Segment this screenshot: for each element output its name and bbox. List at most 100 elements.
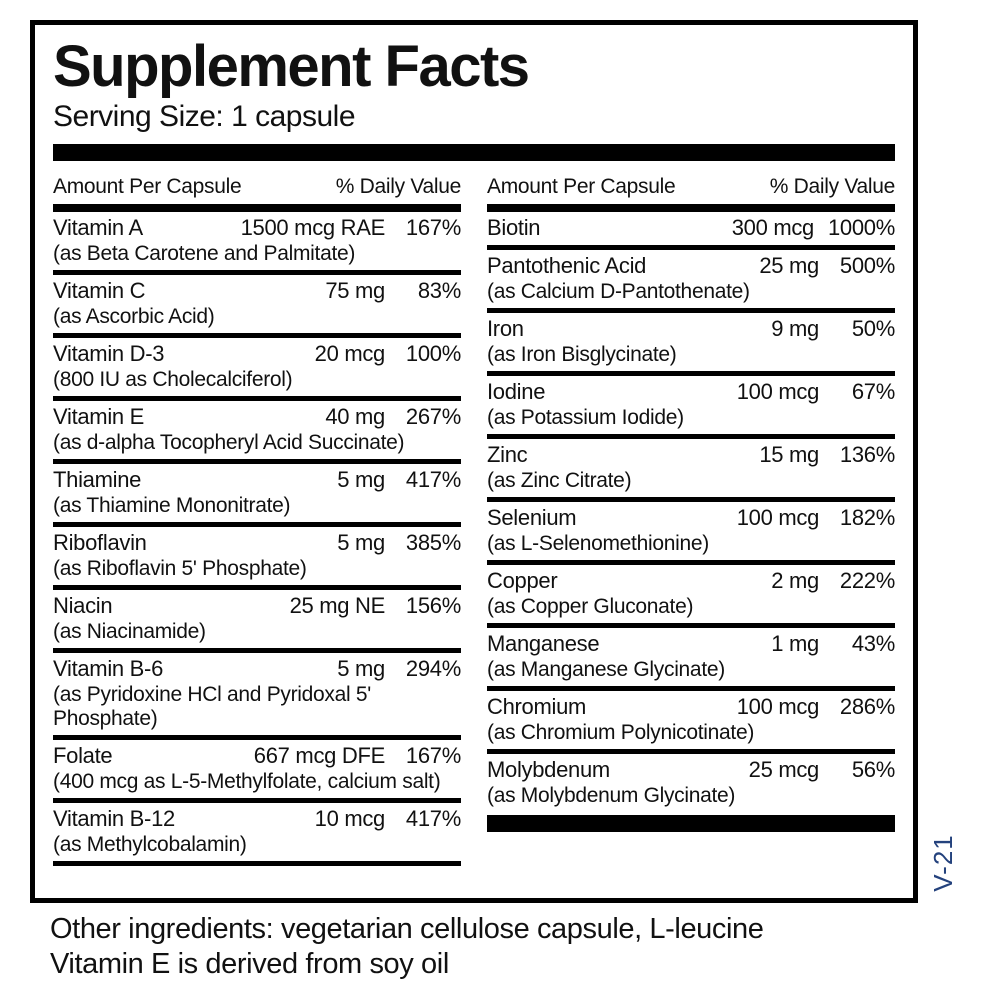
nutrient-amount: 25 mg [759,253,819,278]
nutrient-name: Folate [53,743,113,768]
other-ingredients-line: Other ingredients: vegetarian cellulose … [50,913,764,945]
nutrient-daily-value: 222% [839,568,895,593]
nutrient-row-main: Iron 9 mg 50% [487,316,895,342]
nutrient-source: (as Iron Bisglycinate) [487,343,677,366]
nutrient-row-main: Pantothenic Acid 25 mg 500% [487,253,895,279]
supplement-facts-panel: Supplement Facts Serving Size: 1 capsule… [30,20,918,903]
nutrient-row: Copper 2 mg 222% (as Copper Gluconate) [487,565,895,628]
nutrient-row: Iron 9 mg 50% (as Iron Bisglycinate) [487,313,895,376]
nutrient-row: Folate 667 mcg DFE 167% (400 mcg as L-5-… [53,740,461,803]
nutrient-row-main: Vitamin A 1500 mcg RAE 167% [53,215,461,241]
nutrient-source: (800 IU as Cholecalciferol) [53,368,293,391]
column-header-daily-value: % Daily Value [335,175,462,198]
nutrient-amount: 9 mg [771,316,819,341]
nutrient-row: Vitamin D-3 20 mcg 100% (800 IU as Chole… [53,338,461,401]
nutrient-amount: 5 mg [337,467,385,492]
nutrient-row: Riboflavin 5 mg 385% (as Riboflavin 5' P… [53,527,461,590]
nutrient-daily-value: 83% [417,278,461,303]
nutrient-row-main: Manganese 1 mg 43% [487,631,895,657]
nutrient-row: Iodine 100 mcg 67% (as Potassium Iodide) [487,376,895,439]
nutrient-source: (as Ascorbic Acid) [53,305,215,328]
nutrient-amount: 5 mg [337,530,385,555]
nutrient-rows-right: Biotin 300 mcg 1000% Pantothenic Acid 25… [487,212,895,812]
nutrient-amount: 100 mcg [736,379,820,404]
nutrient-name: Zinc [487,442,528,467]
nutrient-name: Iron [487,316,524,341]
nutrient-source: (as Potassium Iodide) [487,406,684,429]
nutrient-source: (as Calcium D-Pantothenate) [487,280,750,303]
nutrient-row-main: Thiamine 5 mg 417% [53,467,461,493]
nutrient-row-main: Riboflavin 5 mg 385% [53,530,461,556]
nutrient-row-main: Vitamin C 75 mg 83% [53,278,461,304]
nutrient-daily-value: 294% [405,656,461,681]
nutrient-row: Manganese 1 mg 43% (as Manganese Glycina… [487,628,895,691]
nutrient-daily-value: 417% [405,806,461,831]
nutrient-source: (as L-Selenomethionine) [487,532,709,555]
nutrient-source: (as Molybdenum Glycinate) [487,784,736,807]
nutrient-source: (as d-alpha Tocopheryl Acid Succinate) [53,431,405,454]
nutrient-source: (as Methylcobalamin) [53,833,247,856]
nutrient-daily-value: 56% [851,757,895,782]
facts-column-right: Amount Per Capsule % Daily Value Biotin … [487,165,895,866]
nutrient-daily-value: 500% [839,253,895,278]
nutrient-daily-value: 43% [851,631,895,656]
nutrient-row: Niacin 25 mg NE 156% (as Niacinamide) [53,590,461,653]
divider-bar-header-right [487,204,895,212]
nutrient-daily-value: 385% [405,530,461,555]
nutrient-amount: 300 mcg [731,215,815,240]
nutrient-row-main: Molybdenum 25 mcg 56% [487,757,895,783]
nutrient-amount: 1 mg [771,631,819,656]
nutrient-amount: 100 mcg [736,694,820,719]
nutrient-amount: 10 mcg [314,806,386,831]
version-code: V-21 [928,834,958,892]
nutrient-source: (as Pyridoxine HCl and Pyridoxal 5' Phos… [53,683,371,730]
nutrient-daily-value: 417% [405,467,461,492]
nutrient-name: Vitamin B-6 [53,656,164,681]
nutrient-name: Molybdenum [487,757,610,782]
nutrient-source: (as Niacinamide) [53,620,206,643]
nutrient-daily-value: 167% [405,215,461,240]
column-header-left: Amount Per Capsule % Daily Value [53,165,461,204]
nutrient-name: Vitamin D-3 [53,341,165,366]
nutrient-row-main: Niacin 25 mg NE 156% [53,593,461,619]
nutrient-row: Chromium 100 mcg 286% (as Chromium Polyn… [487,691,895,754]
nutrient-source: (as Copper Gluconate) [487,595,694,618]
nutrient-amount: 40 mg [325,404,385,429]
nutrient-name: Pantothenic Acid [487,253,647,278]
nutrient-source: (as Thiamine Mononitrate) [53,494,291,517]
nutrient-name: Manganese [487,631,600,656]
nutrient-amount: 25 mcg [748,757,820,782]
column-header-daily-value: % Daily Value [769,175,896,198]
nutrient-daily-value: 156% [405,593,461,618]
nutrient-daily-value: 167% [405,743,461,768]
column-header-amount: Amount Per Capsule [53,175,242,198]
nutrient-name: Thiamine [53,467,142,492]
nutrient-daily-value: 67% [851,379,895,404]
column-header-right: Amount Per Capsule % Daily Value [487,165,895,204]
nutrient-name: Copper [487,568,558,593]
nutrient-row: Vitamin A 1500 mcg RAE 167% (as Beta Car… [53,212,461,275]
soy-note-line: Vitamin E is derived from soy oil [50,948,449,980]
nutrient-source: (as Manganese Glycinate) [487,658,725,681]
nutrient-row-main: Chromium 100 mcg 286% [487,694,895,720]
nutrient-amount: 20 mcg [314,341,386,366]
nutrient-amount: 667 mcg DFE [253,743,386,768]
nutrient-row: Biotin 300 mcg 1000% [487,212,895,250]
nutrient-daily-value: 286% [839,694,895,719]
nutrient-row: Pantothenic Acid 25 mg 500% (as Calcium … [487,250,895,313]
nutrient-row: Thiamine 5 mg 417% (as Thiamine Mononitr… [53,464,461,527]
nutrient-source: (as Zinc Citrate) [487,469,632,492]
nutrient-name: Biotin [487,215,541,240]
nutrient-amount: 100 mcg [736,505,820,530]
nutrient-row-main: Vitamin B-12 10 mcg 417% [53,806,461,832]
nutrient-row-main: Iodine 100 mcg 67% [487,379,895,405]
nutrient-row-main: Vitamin B-6 5 mg 294% [53,656,461,682]
nutrient-amount: 15 mg [759,442,819,467]
nutrient-row: Zinc 15 mg 136% (as Zinc Citrate) [487,439,895,502]
nutrient-daily-value: 100% [405,341,461,366]
nutrient-daily-value: 1000% [827,215,895,240]
nutrient-name: Chromium [487,694,587,719]
nutrient-source: (as Chromium Polynicotinate) [487,721,755,744]
nutrient-daily-value: 50% [851,316,895,341]
